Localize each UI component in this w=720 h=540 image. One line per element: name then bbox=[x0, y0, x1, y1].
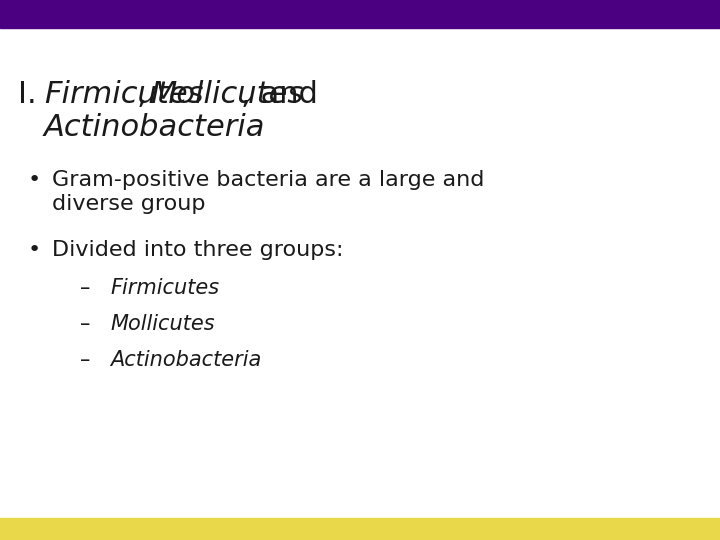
Bar bbox=[0, 518, 720, 540]
Text: Actinobacteria: Actinobacteria bbox=[110, 350, 261, 370]
Text: diverse group: diverse group bbox=[52, 194, 205, 214]
Text: ,: , bbox=[137, 80, 147, 109]
Text: –: – bbox=[80, 350, 91, 370]
Text: Mollicutes: Mollicutes bbox=[150, 80, 303, 109]
Text: –: – bbox=[80, 314, 91, 334]
Text: Actinobacteria: Actinobacteria bbox=[44, 113, 266, 142]
Text: Divided into three groups:: Divided into three groups: bbox=[52, 240, 343, 260]
Text: , and: , and bbox=[241, 80, 318, 109]
Bar bbox=[0, 0, 720, 28]
Text: © 2012 Pearson Education, Inc.: © 2012 Pearson Education, Inc. bbox=[8, 523, 207, 536]
Text: Firmicutes: Firmicutes bbox=[44, 80, 204, 109]
Text: •: • bbox=[28, 240, 41, 260]
Text: Firmicutes: Firmicutes bbox=[110, 278, 219, 298]
Text: I.: I. bbox=[18, 80, 46, 109]
Text: Gram-positive bacteria are a large and: Gram-positive bacteria are a large and bbox=[52, 170, 485, 190]
Text: •: • bbox=[28, 170, 41, 190]
Text: –: – bbox=[80, 278, 91, 298]
Text: Mollicutes: Mollicutes bbox=[110, 314, 215, 334]
